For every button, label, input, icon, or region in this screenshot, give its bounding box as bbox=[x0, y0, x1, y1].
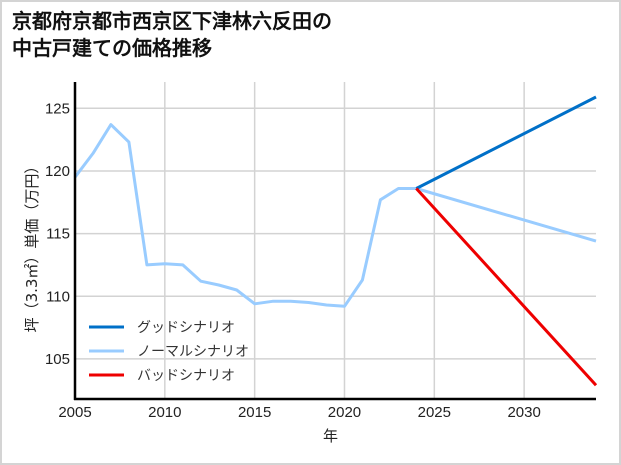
x-tick-label: 2010 bbox=[148, 404, 181, 421]
y-tick-label: 115 bbox=[46, 226, 70, 243]
axes bbox=[73, 82, 596, 401]
grid-lines bbox=[75, 82, 596, 399]
legend-label: ノーマルシナリオ bbox=[137, 344, 249, 360]
title-line-2: 中古戸建ての価格推移 bbox=[12, 36, 212, 60]
y-tick-label: 105 bbox=[45, 351, 70, 368]
x-tick-label: 2025 bbox=[418, 404, 451, 421]
title-line-1: 京都府京都市西京区下津林六反田の bbox=[12, 9, 332, 33]
x-axis-label: 年 bbox=[323, 427, 338, 445]
y-tick-label: 125 bbox=[45, 100, 70, 117]
legend-label: グッドシナリオ bbox=[137, 320, 235, 336]
x-tick-label: 2005 bbox=[58, 404, 91, 421]
x-tick-label: 2015 bbox=[238, 404, 271, 421]
series-line bbox=[73, 123, 597, 308]
chart-title: 京都府京都市西京区下津林六反田の 中古戸建ての価格推移 bbox=[12, 8, 332, 62]
series-line bbox=[415, 95, 597, 190]
x-tick-label: 2020 bbox=[328, 404, 361, 421]
x-tick-label: 2030 bbox=[507, 404, 540, 421]
y-tick-label: 110 bbox=[46, 288, 70, 305]
tick-labels: 2005 2010 2015 2020 2025 2030 105 110 115 120 125 bbox=[45, 100, 541, 421]
data-series bbox=[73, 95, 598, 387]
y-axis-label: 坪（3.3㎡）単価（万円） bbox=[23, 159, 41, 333]
y-tick-label: 120 bbox=[45, 163, 70, 180]
series-line bbox=[415, 187, 598, 387]
legend-label: バッドシナリオ bbox=[137, 368, 235, 384]
